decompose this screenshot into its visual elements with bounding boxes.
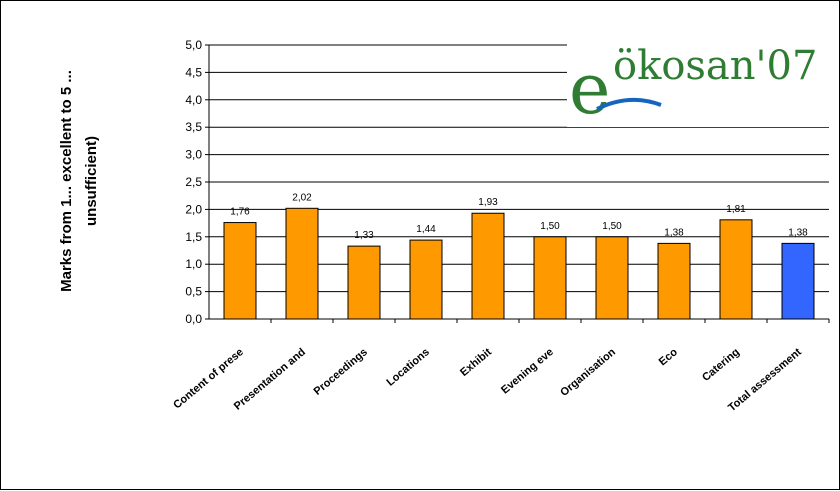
x-category-label: Evening eve <box>499 346 556 396</box>
data-labels: 1,76 2,02 1,33 1,44 1,93 1,50 1,50 1,38 1,81 1,38 <box>230 192 808 241</box>
bar <box>471 212 505 320</box>
x-category-label: Exhibit <box>458 346 494 379</box>
y-tick-label: 3,5 <box>185 120 202 134</box>
y-tick-label: 0,5 <box>185 285 202 299</box>
x-category-label: Locations <box>384 346 432 389</box>
y-axis-label-line1: Marks from 1... excellent to 5 ... <box>58 70 75 292</box>
y-axis-ticks: 0,0 0,5 1,0 1,5 2,0 2,5 3,0 3,5 4,0 4,5 5,0 <box>185 38 209 326</box>
logo-mark: e <box>569 48 610 130</box>
y-tick-label: 1,5 <box>185 230 202 244</box>
bar <box>223 222 257 320</box>
bar-value-label: 1,50 <box>602 221 622 232</box>
bar-value-label: 1,50 <box>540 221 560 232</box>
y-tick-label: 3,0 <box>185 148 202 162</box>
bar-value-label: 1,38 <box>664 227 684 238</box>
bar-value-label: 1,44 <box>416 224 436 235</box>
bar-value-label: 1,81 <box>726 204 746 215</box>
x-category-label: Eco <box>657 346 680 368</box>
logo-text: ökosan'07 <box>613 43 817 89</box>
y-axis-label-line2: unsufficient) <box>83 136 100 226</box>
x-category-label: Proceedings <box>312 346 370 398</box>
bar-value-label: 1,76 <box>230 207 250 218</box>
bar <box>533 236 567 320</box>
bar-value-label: 2,02 <box>292 192 312 203</box>
y-tick-label: 5,0 <box>185 38 202 52</box>
bar <box>781 242 815 320</box>
y-tick-label: 4,5 <box>185 65 202 79</box>
okosan-logo: e ökosan'07 <box>567 37 839 130</box>
bar-value-label: 1,38 <box>788 227 808 238</box>
x-category-label: Organisation <box>558 346 618 399</box>
x-category-label: Catering <box>700 346 742 384</box>
bar-value-label: 1,33 <box>354 230 374 241</box>
bars <box>223 207 815 320</box>
y-tick-label: 2,5 <box>185 175 202 189</box>
bar-value-label: 1,93 <box>478 197 498 208</box>
bar <box>409 239 443 320</box>
bar <box>347 245 381 320</box>
bar <box>719 219 753 320</box>
bar <box>657 242 691 320</box>
y-tick-label: 2,0 <box>185 202 202 216</box>
y-tick-label: 4,0 <box>185 93 202 107</box>
bar <box>595 236 629 320</box>
y-tick-label: 0,0 <box>185 312 202 326</box>
axes <box>208 45 829 320</box>
bar <box>285 207 319 320</box>
y-tick-label: 1,0 <box>185 257 202 271</box>
